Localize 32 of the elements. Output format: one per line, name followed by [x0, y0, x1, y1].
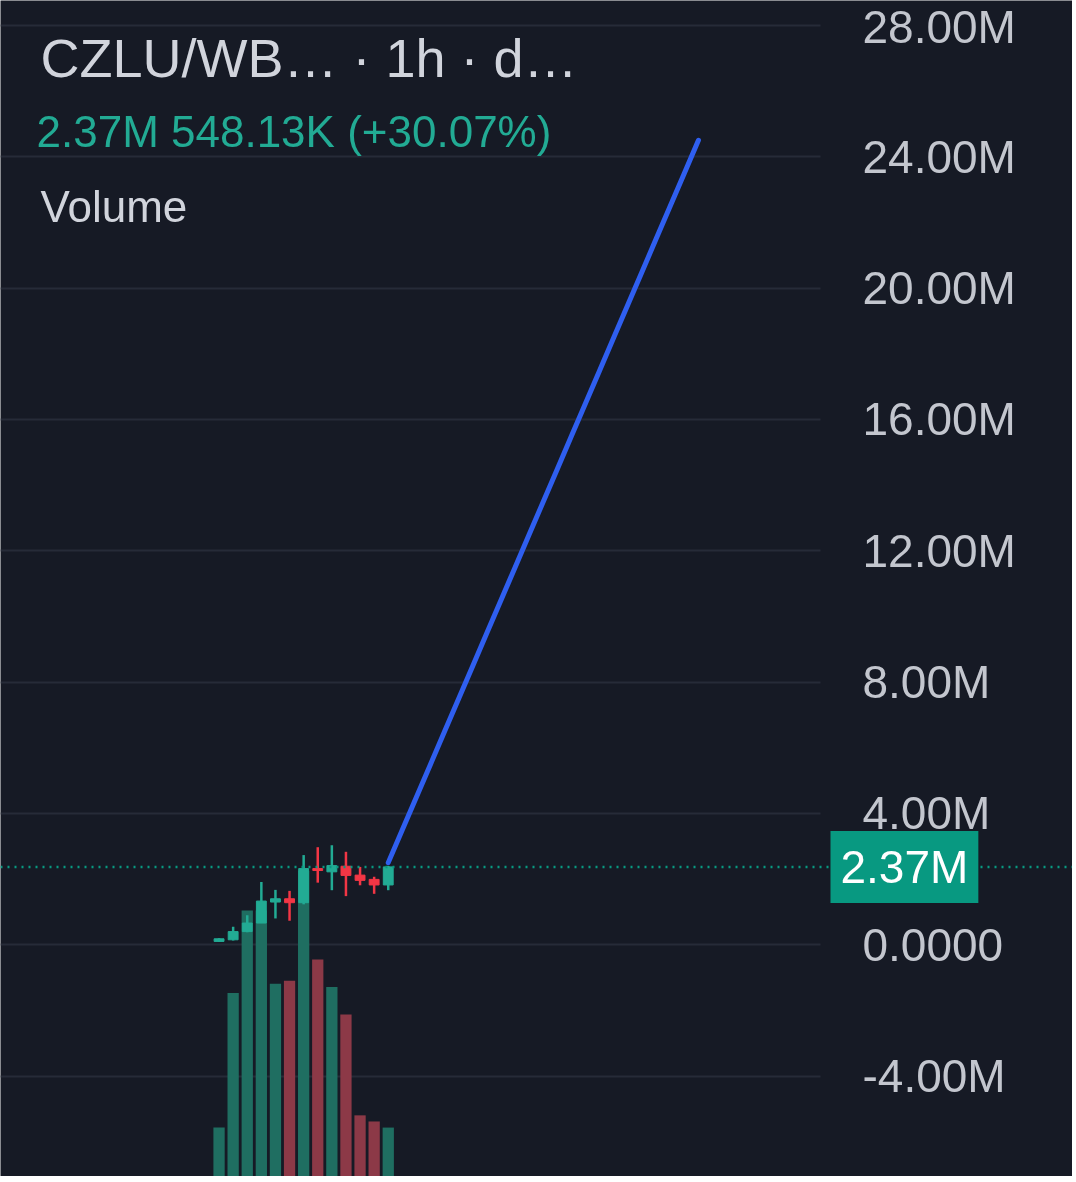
- y-tick-label: 16.00M: [862, 393, 1016, 446]
- bar: [368, 1121, 380, 1176]
- text: 2.37M 548.13K (+30.07%): [36, 107, 552, 156]
- candlestick: [270, 888, 281, 920]
- bar: [382, 1127, 394, 1176]
- y-tick-label: 28.00M: [862, 0, 1016, 53]
- chart-title: Volume: [40, 182, 188, 231]
- text: CZLU/WB… · 1h · d…: [40, 27, 578, 88]
- y-tick-label: 24.00M: [862, 130, 1016, 183]
- candlestick: [255, 880, 267, 925]
- bar: [269, 983, 282, 1176]
- bar: [213, 1127, 225, 1176]
- ref-line-label: 2.37M: [840, 840, 969, 893]
- y-tick-label: 12.00M: [862, 524, 1016, 577]
- candlestick: [284, 889, 295, 922]
- y-tick-label: -4.00M: [862, 1050, 1006, 1103]
- y-tick-label: 0.0000: [862, 918, 1004, 971]
- bar: [283, 980, 296, 1176]
- bar: [326, 986, 338, 1176]
- candlestick: [340, 850, 352, 898]
- candlestick: [382, 864, 394, 892]
- bar: [340, 1014, 352, 1176]
- y-tick-label: 8.00M: [862, 656, 991, 709]
- bar: [241, 910, 253, 1176]
- candlestick: [312, 845, 324, 884]
- bar: [354, 1115, 366, 1176]
- y-tick-label: 4.00M: [862, 787, 991, 840]
- candlestick: [326, 843, 338, 892]
- bar: [312, 959, 324, 1176]
- y-tick-label: 20.00M: [862, 262, 1016, 315]
- candlestick: [354, 865, 366, 887]
- bar: [227, 993, 239, 1176]
